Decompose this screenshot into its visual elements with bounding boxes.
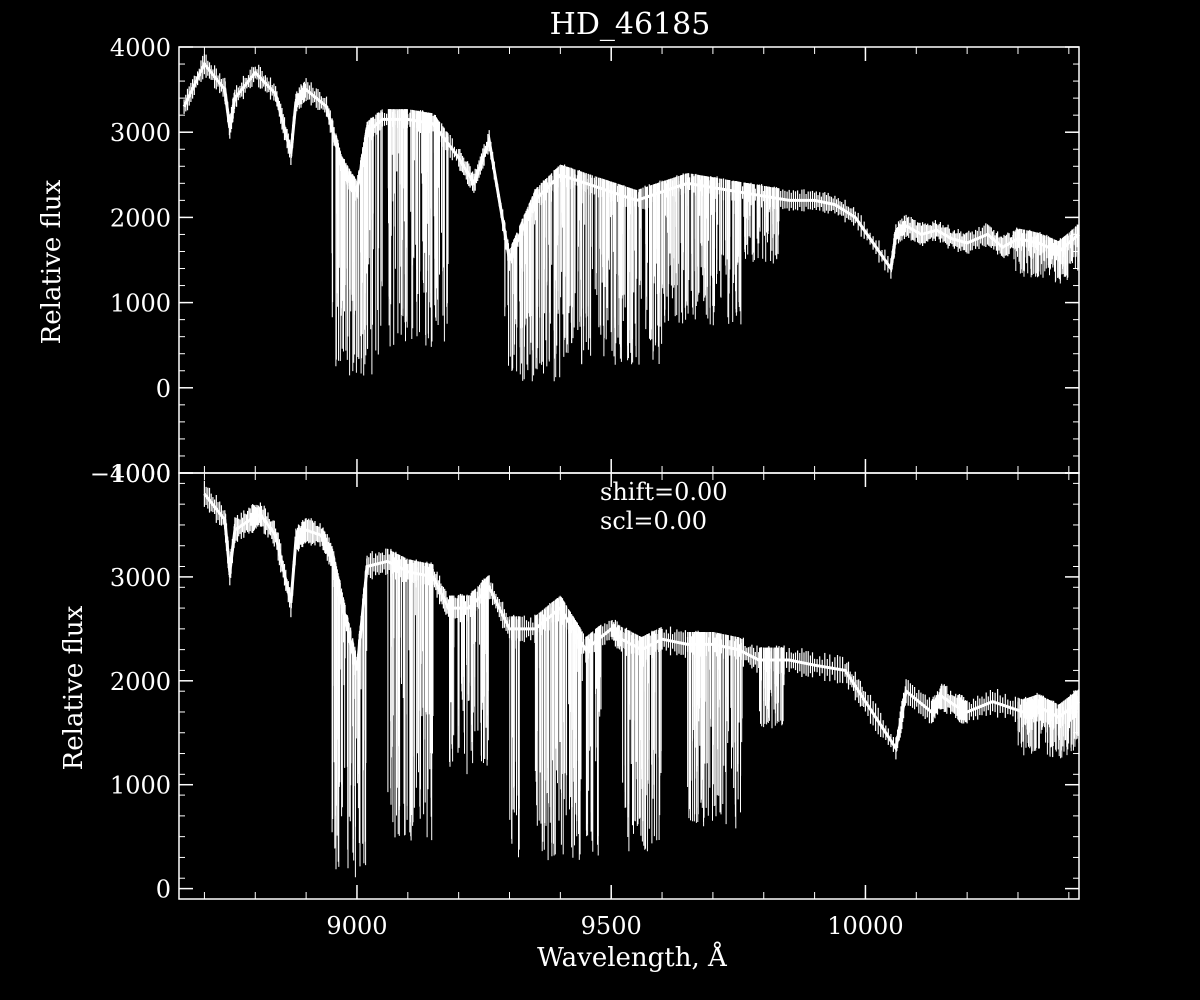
y-tick-label: 0 — [156, 375, 171, 403]
chart-title: HD_46185 — [550, 7, 711, 42]
bottom-panel-spectrum — [203, 480, 1080, 878]
y-tick-label: 4000 — [110, 34, 171, 62]
scale-annotation: scl=0.00 — [600, 507, 707, 535]
y-tick-label: 3000 — [110, 564, 171, 592]
x-tick-label: 9000 — [326, 912, 387, 940]
bottom-panel-ylabel: Relative flux — [59, 605, 89, 770]
top-panel-ylabel: Relative flux — [37, 179, 67, 344]
y-tick-label: 0 — [156, 876, 171, 904]
x-tick-label: 9500 — [581, 912, 642, 940]
y-tick-label: 4000 — [110, 460, 171, 488]
bottom-panel-axes: 0 1000 2000 3000 4000 9000 9500 10000 — [110, 460, 1079, 940]
top-panel-spectrum — [182, 53, 1080, 382]
shift-annotation: shift=0.00 — [600, 478, 728, 506]
top-panel-axes: −1000 0 1000 2000 3000 4000 — [90, 34, 1079, 488]
y-tick-label: 2000 — [110, 204, 171, 232]
y-tick-label: 1000 — [110, 290, 171, 318]
x-axis-label: Wavelength, Å — [537, 941, 728, 973]
y-tick-label: 2000 — [110, 668, 171, 696]
bottom-panel-frame — [178, 472, 1080, 900]
y-tick-label: 1000 — [110, 772, 171, 800]
x-tick-label: 10000 — [827, 912, 903, 940]
y-tick-label: 3000 — [110, 119, 171, 147]
y-tick-label: −1000 — [90, 460, 171, 488]
